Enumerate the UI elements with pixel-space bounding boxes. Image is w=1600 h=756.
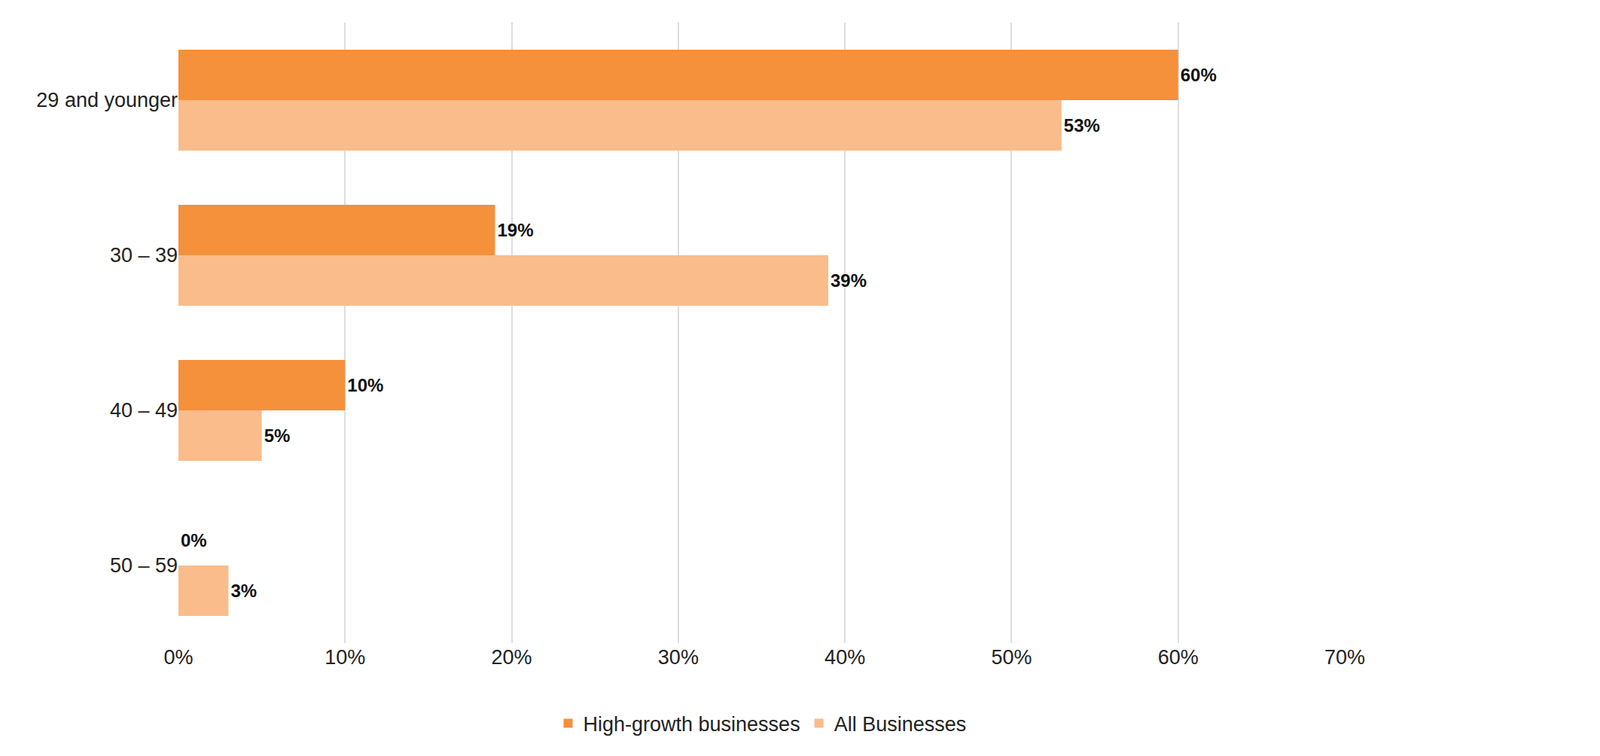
svg-text:40%: 40% (824, 646, 866, 669)
svg-text:All Businesses: All Businesses (834, 713, 967, 736)
svg-text:40 – 49: 40 – 49 (109, 399, 178, 422)
svg-text:60%: 60% (1180, 64, 1217, 86)
svg-text:50%: 50% (990, 646, 1032, 669)
svg-text:30%: 30% (658, 646, 699, 669)
svg-text:10%: 10% (347, 374, 384, 396)
svg-text:5%: 5% (264, 425, 291, 446)
svg-text:29 and younger: 29 and younger (36, 88, 178, 112)
svg-text:3%: 3% (230, 580, 257, 601)
svg-text:53%: 53% (1063, 115, 1101, 136)
svg-text:70%: 70% (1324, 646, 1366, 669)
svg-text:0%: 0% (163, 646, 193, 669)
svg-text:20%: 20% (491, 646, 533, 669)
svg-text:30 – 39: 30 – 39 (109, 243, 178, 267)
svg-text:19%: 19% (496, 219, 534, 241)
svg-text:10%: 10% (324, 646, 366, 669)
svg-text:50 – 59: 50 – 59 (109, 554, 178, 577)
svg-text:60%: 60% (1158, 646, 1199, 669)
svg-text:High-growth businesses: High-growth businesses (583, 713, 801, 736)
svg-text:0%: 0% (180, 530, 208, 551)
svg-text:39%: 39% (830, 270, 867, 291)
